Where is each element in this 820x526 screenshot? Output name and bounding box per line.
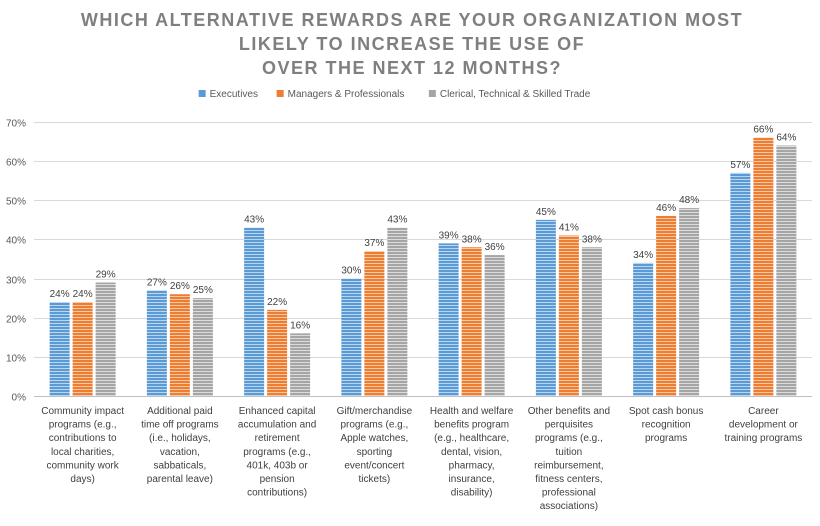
bar-executives-2	[244, 227, 265, 396]
data-labels: 24% 24%29%27% 26% 25%43%22%16%30%37%43%39% 3…	[50, 125, 797, 332]
bar-managers-professionals-4	[461, 247, 482, 396]
data-label: 26%	[170, 281, 190, 292]
bar-executives-5	[535, 219, 556, 396]
data-label: 24%	[73, 289, 93, 300]
data-label: 46%	[656, 203, 676, 214]
data-label: 66%	[753, 125, 773, 136]
data-label: 43%	[244, 215, 264, 226]
x-category-label: Gift/merchandise programs (e.g., Apple wat…	[337, 406, 413, 485]
data-label: 16%	[290, 320, 310, 331]
bar-clerical-technical-skilled-trade-1	[192, 298, 213, 396]
data-label: 24%	[50, 289, 70, 300]
bar-executives-3	[341, 278, 362, 396]
data-label: 34%	[633, 250, 653, 261]
x-category-label: Spot cash bonus recognition programs	[629, 406, 704, 444]
data-label: 57%	[730, 160, 750, 171]
bar-managers-professionals-1	[169, 294, 190, 396]
x-axis: Community impact programs (e.g., contribut…	[41, 406, 802, 512]
x-category-label: Career development or training programs	[724, 406, 802, 444]
legend-swatch	[428, 90, 436, 97]
bar-managers-professionals-5	[558, 235, 579, 396]
data-label: 43%	[387, 215, 407, 226]
bar-clerical-technical-skilled-trade-2	[290, 333, 311, 396]
data-label: 30%	[341, 266, 361, 277]
y-tick-label: 60%	[6, 158, 26, 169]
bar-clerical-technical-skilled-trade-3	[387, 227, 408, 396]
bar-clerical-technical-skilled-trade-5	[581, 247, 602, 396]
chart-title-line-1: WHICH ALTERNATIVE REWARDS ARE YOUR ORGAN…	[81, 10, 743, 30]
bar-managers-professionals-6	[656, 215, 677, 396]
data-label: 36%	[485, 242, 505, 253]
x-category-label: Community impact programs (e.g., contribut…	[41, 406, 124, 485]
data-label: 41%	[559, 223, 579, 234]
chart-title-line-2: LIKELY TO INCREASE THE USE OF	[239, 34, 585, 54]
y-tick-label: 20%	[6, 315, 26, 326]
y-tick-label: 40%	[6, 236, 26, 247]
data-label: 22%	[267, 297, 287, 308]
legend-label: Executives	[210, 89, 258, 100]
x-category-label: Health and welfare benefits program (e.g.,…	[430, 406, 514, 499]
bars	[49, 137, 797, 396]
bar-managers-professionals-7	[753, 137, 774, 396]
bar-clerical-technical-skilled-trade-4	[484, 255, 505, 396]
data-label: 29%	[96, 269, 116, 280]
bar-executives-1	[146, 290, 167, 396]
data-label: 48%	[679, 195, 699, 206]
y-tick-label: 30%	[6, 276, 26, 287]
bar-managers-professionals-2	[267, 309, 288, 396]
data-label: 27%	[147, 277, 167, 288]
data-label: 38%	[582, 234, 602, 245]
chart-title-line-3: OVER THE NEXT 12 MONTHS?	[262, 58, 562, 78]
y-tick-label: 0%	[12, 393, 27, 404]
bar-managers-professionals-3	[364, 251, 385, 396]
legend-swatch	[198, 90, 206, 97]
legend-label: Managers & Professionals	[288, 89, 405, 100]
data-label: 39%	[439, 230, 459, 241]
legend: Executives Managers & Professionals Cleric…	[198, 89, 591, 100]
bar-clerical-technical-skilled-trade-0	[95, 282, 116, 396]
y-tick-label: 10%	[6, 354, 26, 365]
x-category-label: Other benefits and perquisites programs (e…	[528, 406, 610, 512]
bar-executives-0	[49, 302, 70, 396]
data-label: 64%	[776, 132, 796, 143]
data-label: 25%	[193, 285, 213, 296]
legend-label: Clerical, Technical & Skilled Trade	[440, 89, 591, 100]
bar-clerical-technical-skilled-trade-6	[679, 208, 700, 396]
data-label: 38%	[462, 234, 482, 245]
x-category-label: Additional paid time off programs (i.e., h…	[141, 406, 219, 485]
y-axis: 0% 10% 20% 30% 40% 50% 60% 70%	[6, 119, 26, 404]
bar-executives-4	[438, 243, 459, 396]
bar-clerical-technical-skilled-trade-7	[776, 145, 797, 396]
legend-swatch	[276, 90, 284, 97]
data-label: 37%	[364, 238, 384, 249]
bar-executives-6	[633, 262, 654, 396]
y-tick-label: 70%	[6, 119, 26, 130]
data-label: 45%	[536, 207, 556, 218]
y-tick-label: 50%	[6, 197, 26, 208]
x-category-label: Enhanced capital accumulation and retireme…	[238, 406, 316, 499]
bar-managers-professionals-0	[72, 302, 93, 396]
bar-executives-7	[730, 172, 751, 396]
